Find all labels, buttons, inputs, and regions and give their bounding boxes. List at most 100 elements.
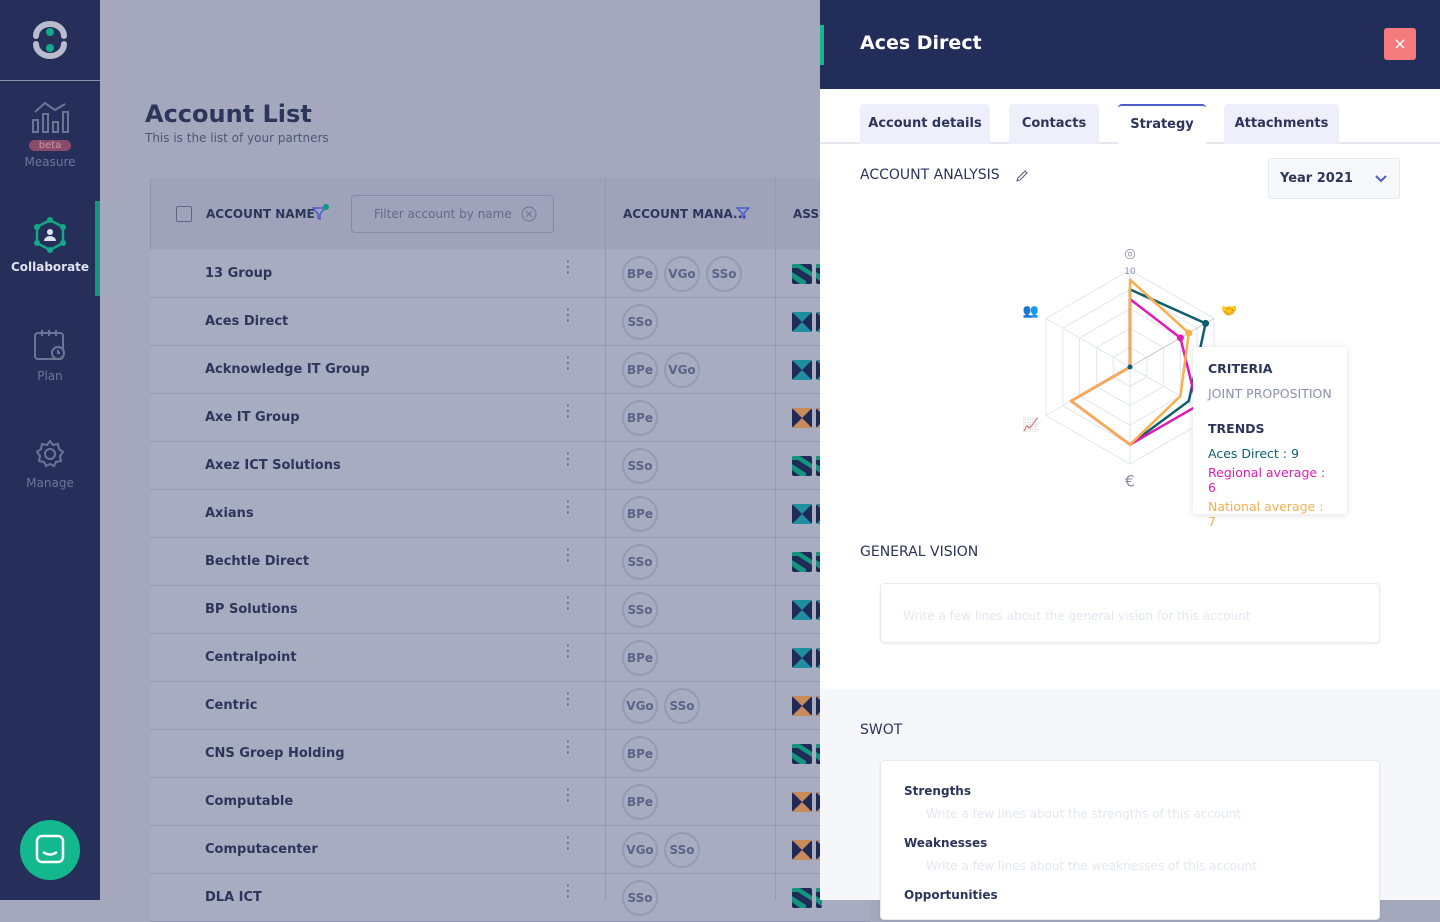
table-row[interactable]: Centralpoint ⋮ BPe (150, 634, 870, 682)
sidebar-item-plan[interactable]: Plan (0, 328, 100, 383)
handshake-icon: 🤝 (1221, 304, 1237, 319)
table-row[interactable]: Aces Direct ⋮ SSo (150, 298, 870, 346)
logo-icon[interactable] (30, 20, 70, 60)
account-name[interactable]: Bechtle Direct (205, 554, 310, 569)
account-name[interactable]: Acknowledge IT Group (205, 362, 370, 377)
account-name[interactable]: Computable (205, 794, 294, 809)
placeholder: Write a few lines about the general visi… (903, 609, 1251, 623)
more-options-icon[interactable]: ⋮ (560, 593, 576, 612)
more-options-icon[interactable]: ⋮ (560, 305, 576, 324)
strengths-input[interactable]: Write a few lines about the strengths of… (926, 807, 1242, 821)
assignee-avatar (792, 456, 812, 476)
account-name[interactable]: Centric (205, 698, 258, 713)
weaknesses-label: Weaknesses (904, 836, 988, 850)
tooltip-line: Regional average : 6 (1208, 465, 1326, 495)
account-name[interactable]: Axe IT Group (205, 410, 300, 425)
assigned (792, 888, 822, 908)
sidebar-item-collaborate[interactable]: Collaborate (0, 217, 100, 274)
tab-account-details[interactable]: Account details (860, 104, 990, 144)
grid-axis (1045, 318, 1131, 368)
sidebar-item-manage[interactable]: Manage (0, 439, 100, 490)
manager-avatar: BPe (622, 256, 658, 292)
manager-avatar: BPe (622, 784, 658, 820)
more-options-icon[interactable]: ⋮ (560, 641, 576, 660)
table-row[interactable]: Axe IT Group ⋮ BPe (150, 394, 870, 442)
assignee-avatar (792, 792, 812, 812)
filter-icon[interactable] (736, 206, 750, 220)
table-row[interactable]: Axez ICT Solutions ⋮ SSo (150, 442, 870, 490)
assignee-avatar (792, 696, 812, 716)
more-options-icon[interactable]: ⋮ (560, 833, 576, 852)
table-row[interactable]: Computacenter ⋮ VGo SSo (150, 826, 870, 874)
account-managers: VGo SSo (622, 688, 706, 724)
tooltip-trends-label: TRENDS (1208, 421, 1265, 436)
table-row[interactable]: DLA ICT ⋮ SSo (150, 874, 870, 922)
more-options-icon[interactable]: ⋮ (560, 353, 576, 372)
select-all-checkbox[interactable] (176, 206, 192, 222)
account-name[interactable]: Axians (205, 506, 254, 521)
table-row[interactable]: 13 Group ⋮ BPe VGo SSo (150, 250, 870, 298)
column-account-manager[interactable]: ACCOUNT MANA... (623, 207, 747, 221)
table-row[interactable]: Computable ⋮ BPe (150, 778, 870, 826)
column-assigned[interactable]: ASSI (793, 207, 824, 221)
account-name[interactable]: 13 Group (205, 266, 273, 281)
assignee-avatar (792, 840, 812, 860)
account-name[interactable]: CNS Groep Holding (205, 746, 345, 761)
manager-avatar: BPe (622, 736, 658, 772)
radar-chart: 10 ◎ 🤝 € 📈 👥 (1023, 247, 1237, 491)
account-name[interactable]: BP Solutions (205, 602, 298, 617)
table-row[interactable]: CNS Groep Holding ⋮ BPe (150, 730, 870, 778)
table-row[interactable]: Centric ⋮ VGo SSo (150, 682, 870, 730)
more-options-icon[interactable]: ⋮ (560, 497, 576, 516)
table-row[interactable]: Axians ⋮ BPe (150, 490, 870, 538)
tab-contacts[interactable]: Contacts (1009, 104, 1099, 144)
filter-account-input[interactable]: Filter account by name (351, 195, 554, 233)
close-button[interactable]: × (1384, 28, 1416, 60)
account-name[interactable]: DLA ICT (205, 890, 262, 905)
grid-axis (1129, 318, 1215, 368)
manager-avatar: VGo (664, 256, 700, 292)
more-options-icon[interactable]: ⋮ (560, 401, 576, 420)
table-row[interactable]: Bechtle Direct ⋮ SSo (150, 538, 870, 586)
account-name[interactable]: Axez ICT Solutions (205, 458, 341, 473)
table-row[interactable]: BP Solutions ⋮ SSo (150, 586, 870, 634)
sidebar-item-measure[interactable]: beta Measure (0, 100, 100, 169)
account-name[interactable]: Aces Direct (205, 314, 289, 329)
active-indicator (95, 201, 100, 296)
assignee-avatar (792, 360, 812, 380)
edit-icon[interactable] (1015, 169, 1029, 183)
assignee-avatar (792, 504, 812, 524)
swot-card: Strengths Write a few lines about the st… (880, 760, 1380, 920)
chat-button[interactable] (20, 820, 80, 880)
strengths-label: Strengths (904, 784, 971, 798)
sidebar: beta Measure Collaborate Plan Manage (0, 0, 100, 900)
assigned (792, 744, 822, 764)
more-options-icon[interactable]: ⋮ (560, 785, 576, 804)
center-point (1127, 364, 1133, 370)
year-value: Year 2021 (1280, 171, 1353, 186)
tab-attachments[interactable]: Attachments (1224, 104, 1339, 144)
more-options-icon[interactable]: ⋮ (560, 737, 576, 756)
manager-avatar: SSo (622, 544, 658, 580)
general-vision-input[interactable]: Write a few lines about the general visi… (880, 583, 1380, 643)
account-managers: SSo (622, 592, 664, 628)
tab-strategy[interactable]: Strategy (1118, 104, 1206, 144)
table-row[interactable]: Acknowledge IT Group ⋮ BPe VGo (150, 346, 870, 394)
more-options-icon[interactable]: ⋮ (560, 257, 576, 276)
clear-icon[interactable] (521, 206, 537, 222)
filter-icon[interactable] (311, 204, 329, 222)
more-options-icon[interactable]: ⋮ (560, 449, 576, 468)
account-name[interactable]: Computacenter (205, 842, 318, 857)
more-options-icon[interactable]: ⋮ (560, 881, 576, 900)
year-select[interactable]: Year 2021 (1268, 158, 1400, 199)
target-icon: ◎ (1124, 247, 1135, 262)
column-account-name[interactable]: ACCOUNT NAME (206, 207, 315, 221)
assignee-avatar (792, 552, 812, 572)
more-options-icon[interactable]: ⋮ (560, 545, 576, 564)
assigned (792, 408, 822, 428)
more-options-icon[interactable]: ⋮ (560, 689, 576, 708)
account-name[interactable]: Centralpoint (205, 650, 297, 665)
assigned (792, 600, 822, 620)
weaknesses-input[interactable]: Write a few lines about the weaknesses o… (926, 859, 1257, 873)
chart-tooltip: CRITERIA JOINT PROPOSITION TRENDS Aces D… (1193, 347, 1347, 529)
